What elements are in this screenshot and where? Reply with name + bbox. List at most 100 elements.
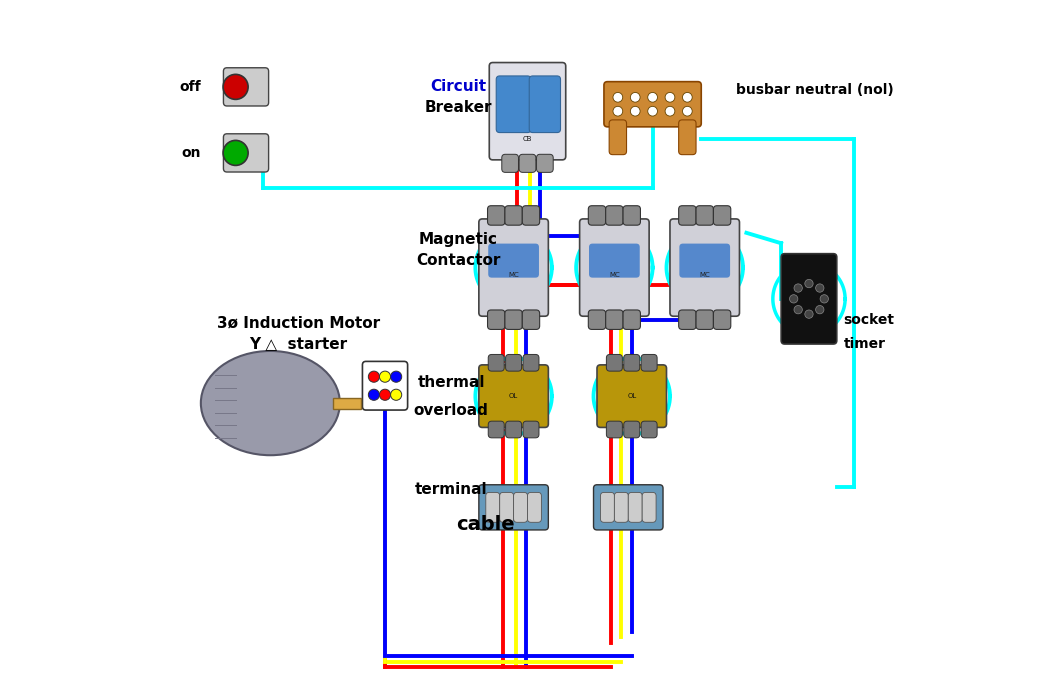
- Circle shape: [789, 295, 798, 303]
- Circle shape: [648, 92, 657, 102]
- FancyBboxPatch shape: [519, 154, 536, 172]
- Text: MC: MC: [509, 272, 519, 277]
- FancyBboxPatch shape: [589, 206, 606, 225]
- FancyBboxPatch shape: [479, 485, 549, 530]
- FancyBboxPatch shape: [589, 244, 639, 278]
- FancyBboxPatch shape: [522, 310, 540, 329]
- FancyBboxPatch shape: [500, 493, 514, 523]
- FancyBboxPatch shape: [641, 354, 657, 371]
- FancyBboxPatch shape: [609, 120, 627, 155]
- FancyBboxPatch shape: [603, 82, 702, 127]
- Text: socket: socket: [844, 313, 895, 327]
- Text: 3ø Induction Motor: 3ø Induction Motor: [216, 316, 380, 331]
- Text: OL: OL: [627, 393, 636, 399]
- FancyBboxPatch shape: [589, 310, 606, 329]
- Circle shape: [816, 306, 824, 314]
- Circle shape: [820, 295, 828, 303]
- Circle shape: [390, 389, 402, 400]
- Text: thermal: thermal: [418, 375, 485, 390]
- Text: CB: CB: [522, 136, 533, 142]
- FancyBboxPatch shape: [607, 354, 622, 371]
- FancyBboxPatch shape: [624, 421, 639, 438]
- FancyBboxPatch shape: [624, 206, 640, 225]
- Circle shape: [805, 279, 813, 288]
- Ellipse shape: [200, 351, 340, 455]
- FancyBboxPatch shape: [678, 120, 696, 155]
- FancyBboxPatch shape: [488, 354, 504, 371]
- FancyBboxPatch shape: [679, 244, 730, 278]
- Circle shape: [794, 284, 803, 292]
- Bar: [333, 398, 361, 409]
- FancyBboxPatch shape: [224, 133, 269, 172]
- FancyBboxPatch shape: [485, 493, 500, 523]
- Text: MC: MC: [699, 272, 710, 277]
- Circle shape: [223, 74, 248, 99]
- Circle shape: [380, 389, 390, 400]
- FancyBboxPatch shape: [523, 421, 539, 438]
- FancyBboxPatch shape: [579, 219, 649, 316]
- FancyBboxPatch shape: [505, 354, 521, 371]
- FancyBboxPatch shape: [502, 154, 518, 172]
- FancyBboxPatch shape: [488, 244, 539, 278]
- Circle shape: [223, 140, 248, 165]
- FancyBboxPatch shape: [487, 206, 505, 225]
- FancyBboxPatch shape: [713, 310, 731, 329]
- FancyBboxPatch shape: [490, 63, 565, 160]
- FancyBboxPatch shape: [594, 485, 663, 530]
- FancyBboxPatch shape: [696, 310, 713, 329]
- Circle shape: [648, 106, 657, 116]
- Circle shape: [805, 310, 813, 318]
- Circle shape: [368, 371, 380, 382]
- FancyBboxPatch shape: [624, 310, 640, 329]
- FancyBboxPatch shape: [496, 76, 531, 133]
- FancyBboxPatch shape: [600, 493, 614, 523]
- FancyBboxPatch shape: [641, 421, 657, 438]
- Text: OL: OL: [509, 393, 518, 399]
- Text: cable: cable: [457, 515, 515, 534]
- Circle shape: [665, 106, 675, 116]
- Circle shape: [665, 92, 675, 102]
- Circle shape: [816, 284, 824, 292]
- Text: Y △  starter: Y △ starter: [249, 336, 347, 352]
- Circle shape: [630, 92, 640, 102]
- FancyBboxPatch shape: [781, 254, 837, 344]
- FancyBboxPatch shape: [713, 206, 731, 225]
- FancyBboxPatch shape: [629, 493, 642, 523]
- FancyBboxPatch shape: [537, 154, 553, 172]
- FancyBboxPatch shape: [530, 76, 560, 133]
- FancyBboxPatch shape: [505, 206, 522, 225]
- FancyBboxPatch shape: [505, 421, 521, 438]
- Text: timer: timer: [844, 337, 886, 351]
- FancyBboxPatch shape: [523, 354, 539, 371]
- Text: terminal: terminal: [415, 482, 487, 498]
- Circle shape: [613, 106, 622, 116]
- Circle shape: [368, 389, 380, 400]
- Circle shape: [380, 371, 390, 382]
- FancyBboxPatch shape: [614, 493, 629, 523]
- FancyBboxPatch shape: [670, 219, 740, 316]
- Circle shape: [630, 106, 640, 116]
- Circle shape: [794, 306, 803, 314]
- FancyBboxPatch shape: [522, 206, 540, 225]
- Text: busbar neutral (nol): busbar neutral (nol): [736, 83, 894, 97]
- Text: off: off: [179, 80, 200, 94]
- Circle shape: [390, 371, 402, 382]
- FancyBboxPatch shape: [678, 310, 696, 329]
- FancyBboxPatch shape: [505, 310, 522, 329]
- Circle shape: [613, 92, 622, 102]
- Text: on: on: [181, 146, 200, 160]
- FancyBboxPatch shape: [606, 206, 624, 225]
- FancyBboxPatch shape: [607, 421, 622, 438]
- Text: Breaker: Breaker: [424, 100, 492, 115]
- FancyBboxPatch shape: [514, 493, 528, 523]
- Text: overload: overload: [414, 402, 488, 418]
- FancyBboxPatch shape: [642, 493, 656, 523]
- Circle shape: [683, 92, 692, 102]
- FancyBboxPatch shape: [528, 493, 541, 523]
- Text: Circuit: Circuit: [430, 79, 486, 95]
- FancyBboxPatch shape: [624, 354, 639, 371]
- FancyBboxPatch shape: [363, 361, 407, 410]
- Circle shape: [683, 106, 692, 116]
- Text: Contactor: Contactor: [416, 253, 500, 268]
- FancyBboxPatch shape: [606, 310, 624, 329]
